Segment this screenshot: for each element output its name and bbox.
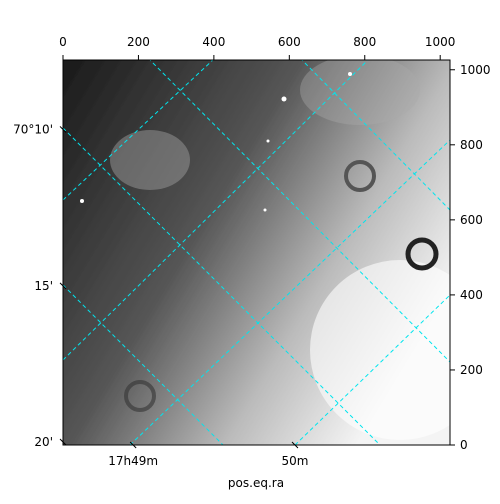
top-tick-label: 800: [353, 35, 376, 49]
right-tick-label: 600: [460, 213, 483, 227]
bottom-tick-label: 17h49m: [108, 454, 158, 468]
top-tick-label: 0: [59, 35, 67, 49]
left-tick-label: 15': [34, 279, 53, 293]
left-tick: [59, 126, 67, 133]
frame: [62, 59, 451, 446]
top-tick-label: 600: [278, 35, 301, 49]
top-tick-label: 1000: [425, 35, 456, 49]
right-tick-label: 1000: [460, 63, 491, 77]
top-tick-label: 200: [127, 35, 150, 49]
bottom-tick: [291, 441, 299, 449]
left-tick: [59, 282, 67, 290]
bottom-tick: [129, 441, 137, 449]
left-tick: [59, 438, 67, 446]
left-tick-label: 20': [34, 435, 53, 449]
right-tick-label: 800: [460, 138, 483, 152]
x-axis-label: pos.eq.ra: [228, 476, 284, 490]
right-tick-label: 200: [460, 363, 483, 377]
right-tick-label: 400: [460, 288, 483, 302]
bottom-tick-label: 50m: [281, 454, 308, 468]
sky-image: [63, 60, 450, 445]
right-tick-label: 0: [460, 438, 468, 452]
top-tick-label: 400: [202, 35, 225, 49]
left-tick-label: 70°10': [13, 122, 53, 136]
